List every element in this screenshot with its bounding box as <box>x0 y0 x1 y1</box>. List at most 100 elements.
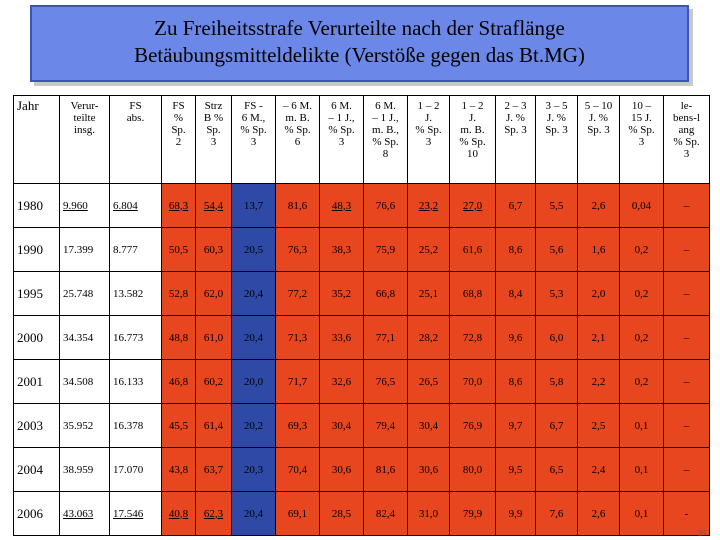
value-cell: 8,6 <box>495 359 536 404</box>
column-header-line: – 1 J., <box>328 112 355 124</box>
value-cell: 2,6 <box>577 183 620 228</box>
value-cell: 68,3 <box>161 183 196 228</box>
value-cell: 2,1 <box>577 315 620 360</box>
column-header-line: 3 <box>683 148 690 160</box>
value-cell: 54,4 <box>195 183 232 228</box>
column-header-line: J. % <box>589 112 608 124</box>
value-cell: 5,3 <box>535 271 578 316</box>
column-header-line: % Sp. <box>328 124 355 136</box>
value-cell: 27,0 <box>449 183 496 228</box>
column-header-line: m. B. <box>460 124 485 136</box>
column-header-line: % Sp. <box>415 124 442 136</box>
value-cell: 20,5 <box>231 227 276 272</box>
column-header-line: Sp. <box>171 124 186 136</box>
value-cell: 6,7 <box>535 403 578 448</box>
column-header-line: J. <box>468 112 477 124</box>
title-line-1: Zu Freiheitsstrafe Verurteilte nach der … <box>154 16 565 40</box>
value-cell: 62,0 <box>195 271 232 316</box>
column-header-line: FS <box>129 100 142 112</box>
column-header-line: 6 M. <box>331 100 352 112</box>
table-row: 2003 35.952 16.378 45,5 61,4 20,2 69,3 30,4 79,4… <box>13 403 710 448</box>
value-cell: 8.777 <box>109 227 162 272</box>
column-header: Jahr <box>13 95 60 184</box>
year-cell: 2001 <box>13 359 60 404</box>
column-header-line: teilte <box>73 112 96 124</box>
table-row: 1990 17.399 8.777 50,5 60,3 20,5 76,3 38,3 75,9 2… <box>13 227 710 272</box>
value-cell: 69,1 <box>275 491 320 536</box>
value-cell: 20,4 <box>231 491 276 536</box>
value-cell: 66,8 <box>363 271 408 316</box>
value-cell: 68,8 <box>449 271 496 316</box>
value-cell: 30,6 <box>407 447 450 492</box>
value-cell: – <box>663 315 710 360</box>
year-cell: 1995 <box>13 271 60 316</box>
column-header-line: FS - <box>244 100 263 112</box>
column-header: – 6 M. m. B.% Sp. 6 <box>275 95 320 184</box>
column-header-line: % Sp. <box>240 124 267 136</box>
value-cell: 71,3 <box>275 315 320 360</box>
column-header-line: 6 M. <box>375 100 396 112</box>
value-cell: 25.748 <box>59 271 110 316</box>
value-cell: 20,4 <box>231 315 276 360</box>
value-cell: 0,1 <box>619 447 664 492</box>
value-cell: 6,5 <box>535 447 578 492</box>
year-cell: 1990 <box>13 227 60 272</box>
value-cell: 5,6 <box>535 227 578 272</box>
value-cell: 60,2 <box>195 359 232 404</box>
value-cell: 60,3 <box>195 227 232 272</box>
year-cell: 2000 <box>13 315 60 360</box>
value-cell: 48,3 <box>319 183 364 228</box>
value-cell: 20,4 <box>231 271 276 316</box>
value-cell: 13,7 <box>231 183 276 228</box>
value-cell: 38,3 <box>319 227 364 272</box>
value-cell: 76,5 <box>363 359 408 404</box>
column-header-line: B % <box>203 112 224 124</box>
column-header-line: – 1 J., <box>372 112 399 124</box>
column-header-line: 2 <box>175 136 182 148</box>
column-header-line: insg. <box>73 124 96 136</box>
column-header-line: m. B. <box>285 112 310 124</box>
value-cell: 23,2 <box>407 183 450 228</box>
value-cell: 30,4 <box>407 403 450 448</box>
table-row: 2004 38.959 17.070 43,8 63,7 20,3 70,4 30,6 81,6… <box>13 447 710 492</box>
value-cell: 35,2 <box>319 271 364 316</box>
value-cell: 80,0 <box>449 447 496 492</box>
column-header-line: 5 – 10 <box>584 100 613 112</box>
value-cell: 2,6 <box>577 491 620 536</box>
value-cell: 17.546 <box>109 491 162 536</box>
value-cell: 45,5 <box>161 403 196 448</box>
value-cell: 9,7 <box>495 403 536 448</box>
value-cell: 79,4 <box>363 403 408 448</box>
value-cell: 1,6 <box>577 227 620 272</box>
column-header: Strz B % Sp. 3 <box>195 95 232 184</box>
value-cell: 75,9 <box>363 227 408 272</box>
value-cell: 71,7 <box>275 359 320 404</box>
value-cell: 61,6 <box>449 227 496 272</box>
value-cell: 72,8 <box>449 315 496 360</box>
value-cell: 76,9 <box>449 403 496 448</box>
value-cell: 20,3 <box>231 447 276 492</box>
column-header-line: FS <box>172 100 185 112</box>
value-cell: 43.063 <box>59 491 110 536</box>
value-cell: 28,5 <box>319 491 364 536</box>
value-cell: 79,9 <box>449 491 496 536</box>
value-cell: 46,8 <box>161 359 196 404</box>
value-cell: 6.804 <box>109 183 162 228</box>
column-header-line: % <box>173 112 184 124</box>
column-header-line: – 6 M. <box>282 100 313 112</box>
value-cell: 48,8 <box>161 315 196 360</box>
column-header-line: 10 <box>467 148 478 160</box>
value-cell: 31,0 <box>407 491 450 536</box>
value-cell: 76,6 <box>363 183 408 228</box>
value-cell: 61,4 <box>195 403 232 448</box>
value-cell: 13.582 <box>109 271 162 316</box>
value-cell: 76,3 <box>275 227 320 272</box>
sentencing-table: Jahr Verur-teilte insg. FS abs. FS% Sp. 2 Strz B … <box>13 95 710 536</box>
value-cell: 20,2 <box>231 403 276 448</box>
value-cell: 7,6 <box>535 491 578 536</box>
column-header-line: 15 J. <box>631 112 652 124</box>
column-header: 2 – 3 J. % Sp. 3 <box>495 95 536 184</box>
column-header-line: % Sp. <box>372 136 399 148</box>
column-header-line: m. B., <box>372 124 399 136</box>
column-header-line: Sp. 3 <box>587 124 610 136</box>
